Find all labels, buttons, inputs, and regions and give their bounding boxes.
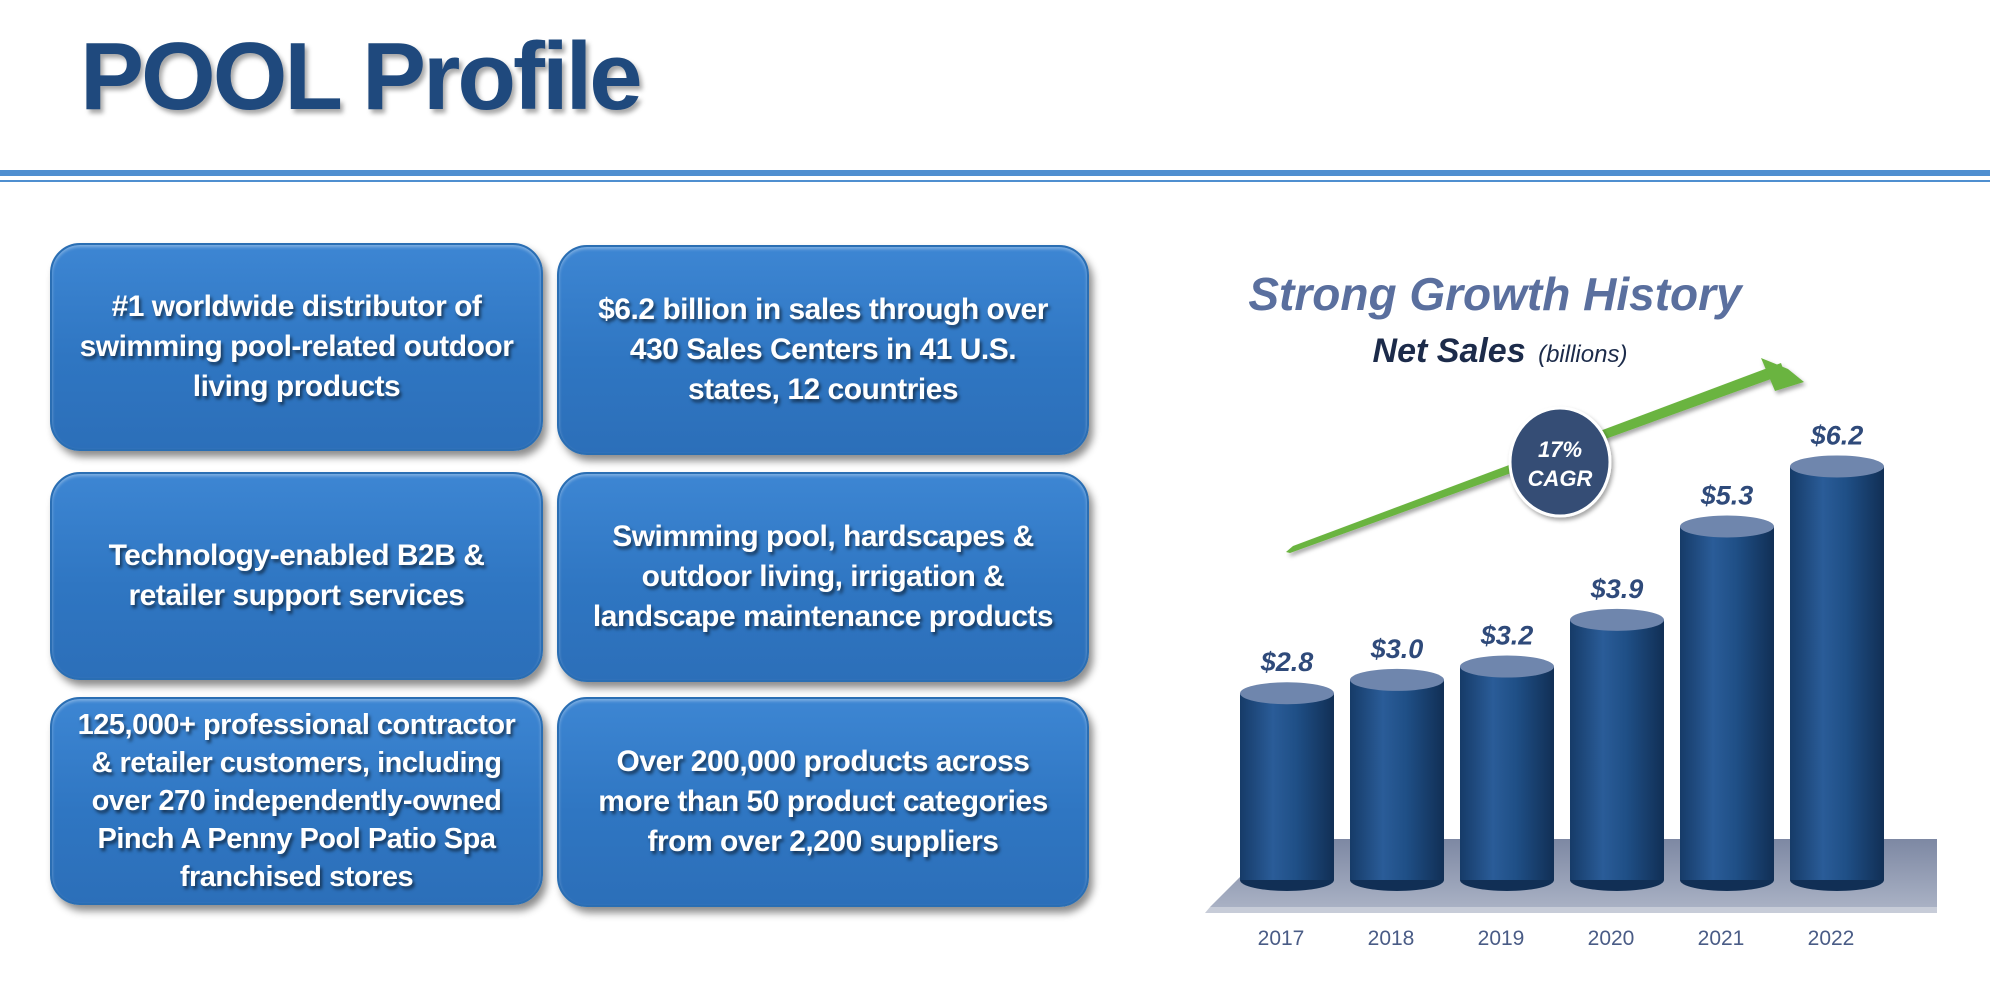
cagr-badge: 17% CAGR — [1508, 406, 1612, 518]
header-rule-thin — [0, 180, 1990, 182]
year-label-2022: 2022 — [1808, 927, 1855, 950]
bar-2018 — [1350, 668, 1444, 891]
year-label-2020: 2020 — [1588, 927, 1635, 950]
value-label-2020: $3.9 — [1590, 574, 1644, 604]
bar-2019 — [1460, 655, 1554, 891]
chart-subtitle: Net Sales (billions) — [1373, 332, 1628, 370]
profile-tile-sales: $6.2 billion in sales through over 430 S… — [557, 245, 1089, 455]
year-labels-group: 2017 2018 2019 2020 2021 2022 — [1258, 927, 1855, 950]
cagr-label: CAGR — [1528, 466, 1593, 491]
value-label-2022: $6.2 — [1810, 420, 1864, 450]
header-rule — [0, 170, 1990, 176]
bar-2020 — [1570, 608, 1664, 891]
profile-tile-text: Swimming pool, hardscapes & outdoor livi… — [592, 520, 1054, 633]
profile-tile-suppliers: Over 200,000 products across more than 5… — [557, 697, 1089, 907]
profile-tile-text: $6.2 billion in sales through over 430 S… — [598, 293, 1048, 406]
bar-2022 — [1790, 455, 1884, 891]
year-label-2018: 2018 — [1368, 927, 1415, 950]
chart-title: Strong Growth History — [1248, 268, 1744, 320]
value-labels-group: $2.8 $3.0 $3.2 $3.9 $5.3 $6.2 — [1260, 420, 1864, 677]
profile-tile-text: Technology-enabled B2B & retailer suppor… — [108, 539, 485, 612]
profile-tile-products: Swimming pool, hardscapes & outdoor livi… — [557, 472, 1089, 682]
year-label-2019: 2019 — [1478, 927, 1525, 950]
bar-2021 — [1680, 515, 1774, 891]
profile-tile-text: #1 worldwide distributor of swimming poo… — [79, 290, 514, 403]
chart-subtitle-main: Net Sales — [1373, 332, 1526, 370]
profile-tile-distributor: #1 worldwide distributor of swimming poo… — [50, 243, 543, 451]
bar-2017 — [1240, 682, 1334, 891]
profile-tile-customers: 125,000+ professional contractor & retai… — [50, 697, 543, 905]
chart-subtitle-unit: (billions) — [1538, 341, 1627, 368]
value-label-2018: $3.0 — [1370, 634, 1424, 664]
profile-tile-technology: Technology-enabled B2B & retailer suppor… — [50, 472, 543, 680]
profile-tile-text: Over 200,000 products across more than 5… — [598, 745, 1048, 858]
value-label-2017: $2.8 — [1260, 647, 1314, 677]
year-label-2021: 2021 — [1698, 927, 1745, 950]
cagr-percent: 17% — [1538, 437, 1582, 462]
net-sales-chart: Strong Growth History Net Sales (billion… — [1205, 268, 1937, 950]
value-label-2021: $5.3 — [1700, 480, 1754, 510]
year-label-2017: 2017 — [1258, 927, 1305, 950]
page-title: POOL Profile — [80, 23, 643, 130]
chart-platform-edge — [1205, 907, 1937, 913]
bars-group — [1240, 455, 1884, 891]
value-label-2019: $3.2 — [1480, 621, 1534, 651]
profile-tile-text: 125,000+ professional contractor & retai… — [77, 709, 516, 893]
